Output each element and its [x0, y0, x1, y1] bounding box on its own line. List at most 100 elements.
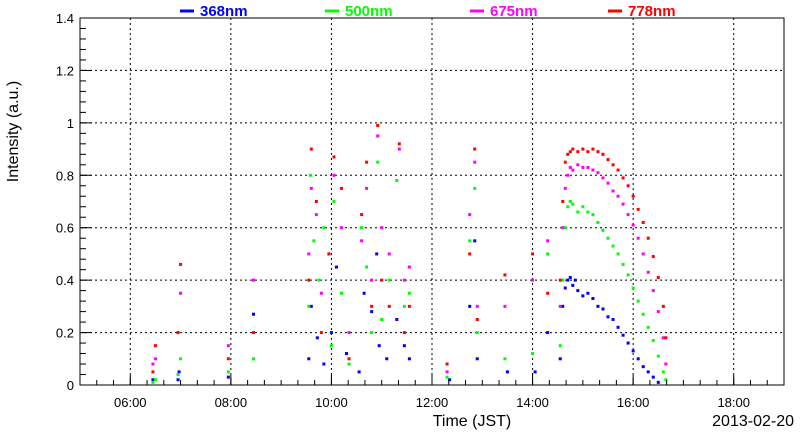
- data-point: [475, 304, 479, 308]
- x-tick-label: 18:00: [717, 395, 750, 410]
- data-point: [626, 184, 630, 188]
- data-point: [571, 283, 575, 287]
- data-point: [581, 147, 585, 151]
- data-point: [397, 142, 401, 146]
- data-point: [370, 331, 374, 335]
- data-point: [576, 210, 580, 214]
- data-point: [380, 317, 384, 321]
- data-point: [586, 210, 590, 214]
- data-point: [646, 236, 650, 240]
- data-point: [611, 244, 615, 248]
- data-point: [151, 378, 155, 382]
- data-point: [473, 239, 477, 243]
- data-point: [661, 370, 665, 374]
- data-point: [317, 278, 321, 282]
- data-point: [558, 344, 562, 348]
- data-point: [345, 352, 349, 356]
- data-point: [475, 317, 479, 321]
- data-point: [395, 179, 399, 183]
- data-point: [596, 304, 600, 308]
- data-point: [656, 310, 660, 314]
- data-point: [309, 304, 313, 308]
- data-point: [664, 336, 668, 340]
- axis-ticks: [79, 17, 785, 386]
- data-point: [380, 226, 384, 230]
- data-point: [646, 325, 650, 329]
- data-point: [664, 378, 668, 382]
- grid: [80, 17, 784, 385]
- data-point: [601, 152, 605, 156]
- data-point: [177, 370, 181, 374]
- x-tick-label: 12:00: [416, 395, 449, 410]
- data-point: [362, 291, 366, 295]
- data-point: [179, 357, 183, 361]
- data-point: [661, 304, 665, 308]
- data-point: [407, 291, 411, 295]
- data-point: [475, 357, 479, 361]
- data-point: [334, 265, 338, 269]
- data-point: [251, 331, 255, 335]
- data-point: [407, 357, 411, 361]
- data-point: [312, 239, 316, 243]
- data-point: [558, 304, 562, 308]
- data-point: [558, 357, 562, 361]
- date-label: 2013-02-20: [712, 413, 794, 430]
- data-point: [448, 378, 452, 382]
- data-point: [636, 299, 640, 303]
- data-point: [651, 255, 655, 259]
- data-point: [387, 252, 391, 256]
- data-point: [377, 344, 381, 348]
- data-point: [468, 213, 472, 217]
- data-point: [397, 147, 401, 151]
- data-point: [546, 239, 550, 243]
- data-point: [581, 165, 585, 169]
- data-point: [503, 304, 507, 308]
- data-point: [631, 349, 635, 353]
- data-point: [601, 307, 605, 311]
- data-point: [611, 163, 615, 167]
- y-tick-label: 1.2: [56, 63, 74, 78]
- data-point: [473, 186, 477, 190]
- x-tick-label: 10:00: [315, 395, 348, 410]
- data-point: [581, 205, 585, 209]
- data-point: [641, 252, 645, 256]
- data-point: [546, 331, 550, 335]
- data-point: [626, 273, 630, 277]
- data-point: [307, 304, 311, 308]
- data-point: [568, 150, 572, 154]
- data-point: [591, 213, 595, 217]
- data-point: [179, 291, 183, 295]
- data-point: [402, 278, 406, 282]
- data-point: [566, 152, 570, 156]
- data-point: [651, 375, 655, 379]
- data-point: [568, 200, 572, 203]
- legend-label: 675nm: [490, 3, 538, 20]
- data-point: [365, 265, 369, 269]
- data-point: [606, 236, 610, 240]
- data-point: [179, 262, 183, 266]
- data-point: [176, 331, 180, 335]
- data-point: [566, 278, 570, 282]
- data-point: [376, 160, 380, 164]
- data-point: [546, 291, 550, 295]
- data-point: [339, 291, 343, 295]
- data-point: [606, 315, 610, 319]
- data-point: [376, 123, 380, 127]
- data-point: [226, 370, 230, 374]
- series-778nm: [151, 123, 668, 374]
- data-point: [568, 276, 572, 280]
- data-point: [656, 354, 660, 358]
- data-point: [251, 312, 255, 316]
- data-points: [151, 123, 668, 384]
- data-point: [402, 344, 406, 348]
- data-point: [314, 213, 318, 217]
- data-point: [339, 186, 343, 190]
- data-point: [616, 252, 620, 256]
- data-point: [153, 344, 157, 348]
- data-point: [586, 291, 590, 295]
- x-tick-label: 08:00: [215, 395, 248, 410]
- data-point: [347, 362, 351, 366]
- data-point: [357, 370, 361, 374]
- data-point: [332, 155, 336, 159]
- data-point: [571, 168, 575, 172]
